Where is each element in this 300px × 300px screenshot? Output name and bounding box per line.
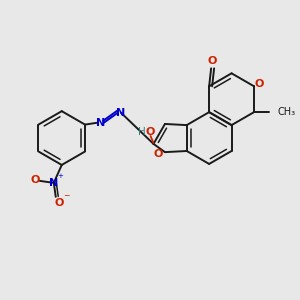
Text: N: N xyxy=(116,108,125,118)
Text: O: O xyxy=(146,127,155,137)
Text: −: − xyxy=(63,191,69,200)
Text: +: + xyxy=(58,173,64,179)
Text: O: O xyxy=(207,56,217,66)
Text: O: O xyxy=(153,149,163,159)
Text: CH₃: CH₃ xyxy=(278,107,296,117)
Text: O: O xyxy=(30,175,40,185)
Text: O: O xyxy=(54,198,63,208)
Text: N: N xyxy=(96,118,106,128)
Text: N: N xyxy=(49,178,58,188)
Text: H: H xyxy=(138,127,146,137)
Text: O: O xyxy=(254,79,264,89)
